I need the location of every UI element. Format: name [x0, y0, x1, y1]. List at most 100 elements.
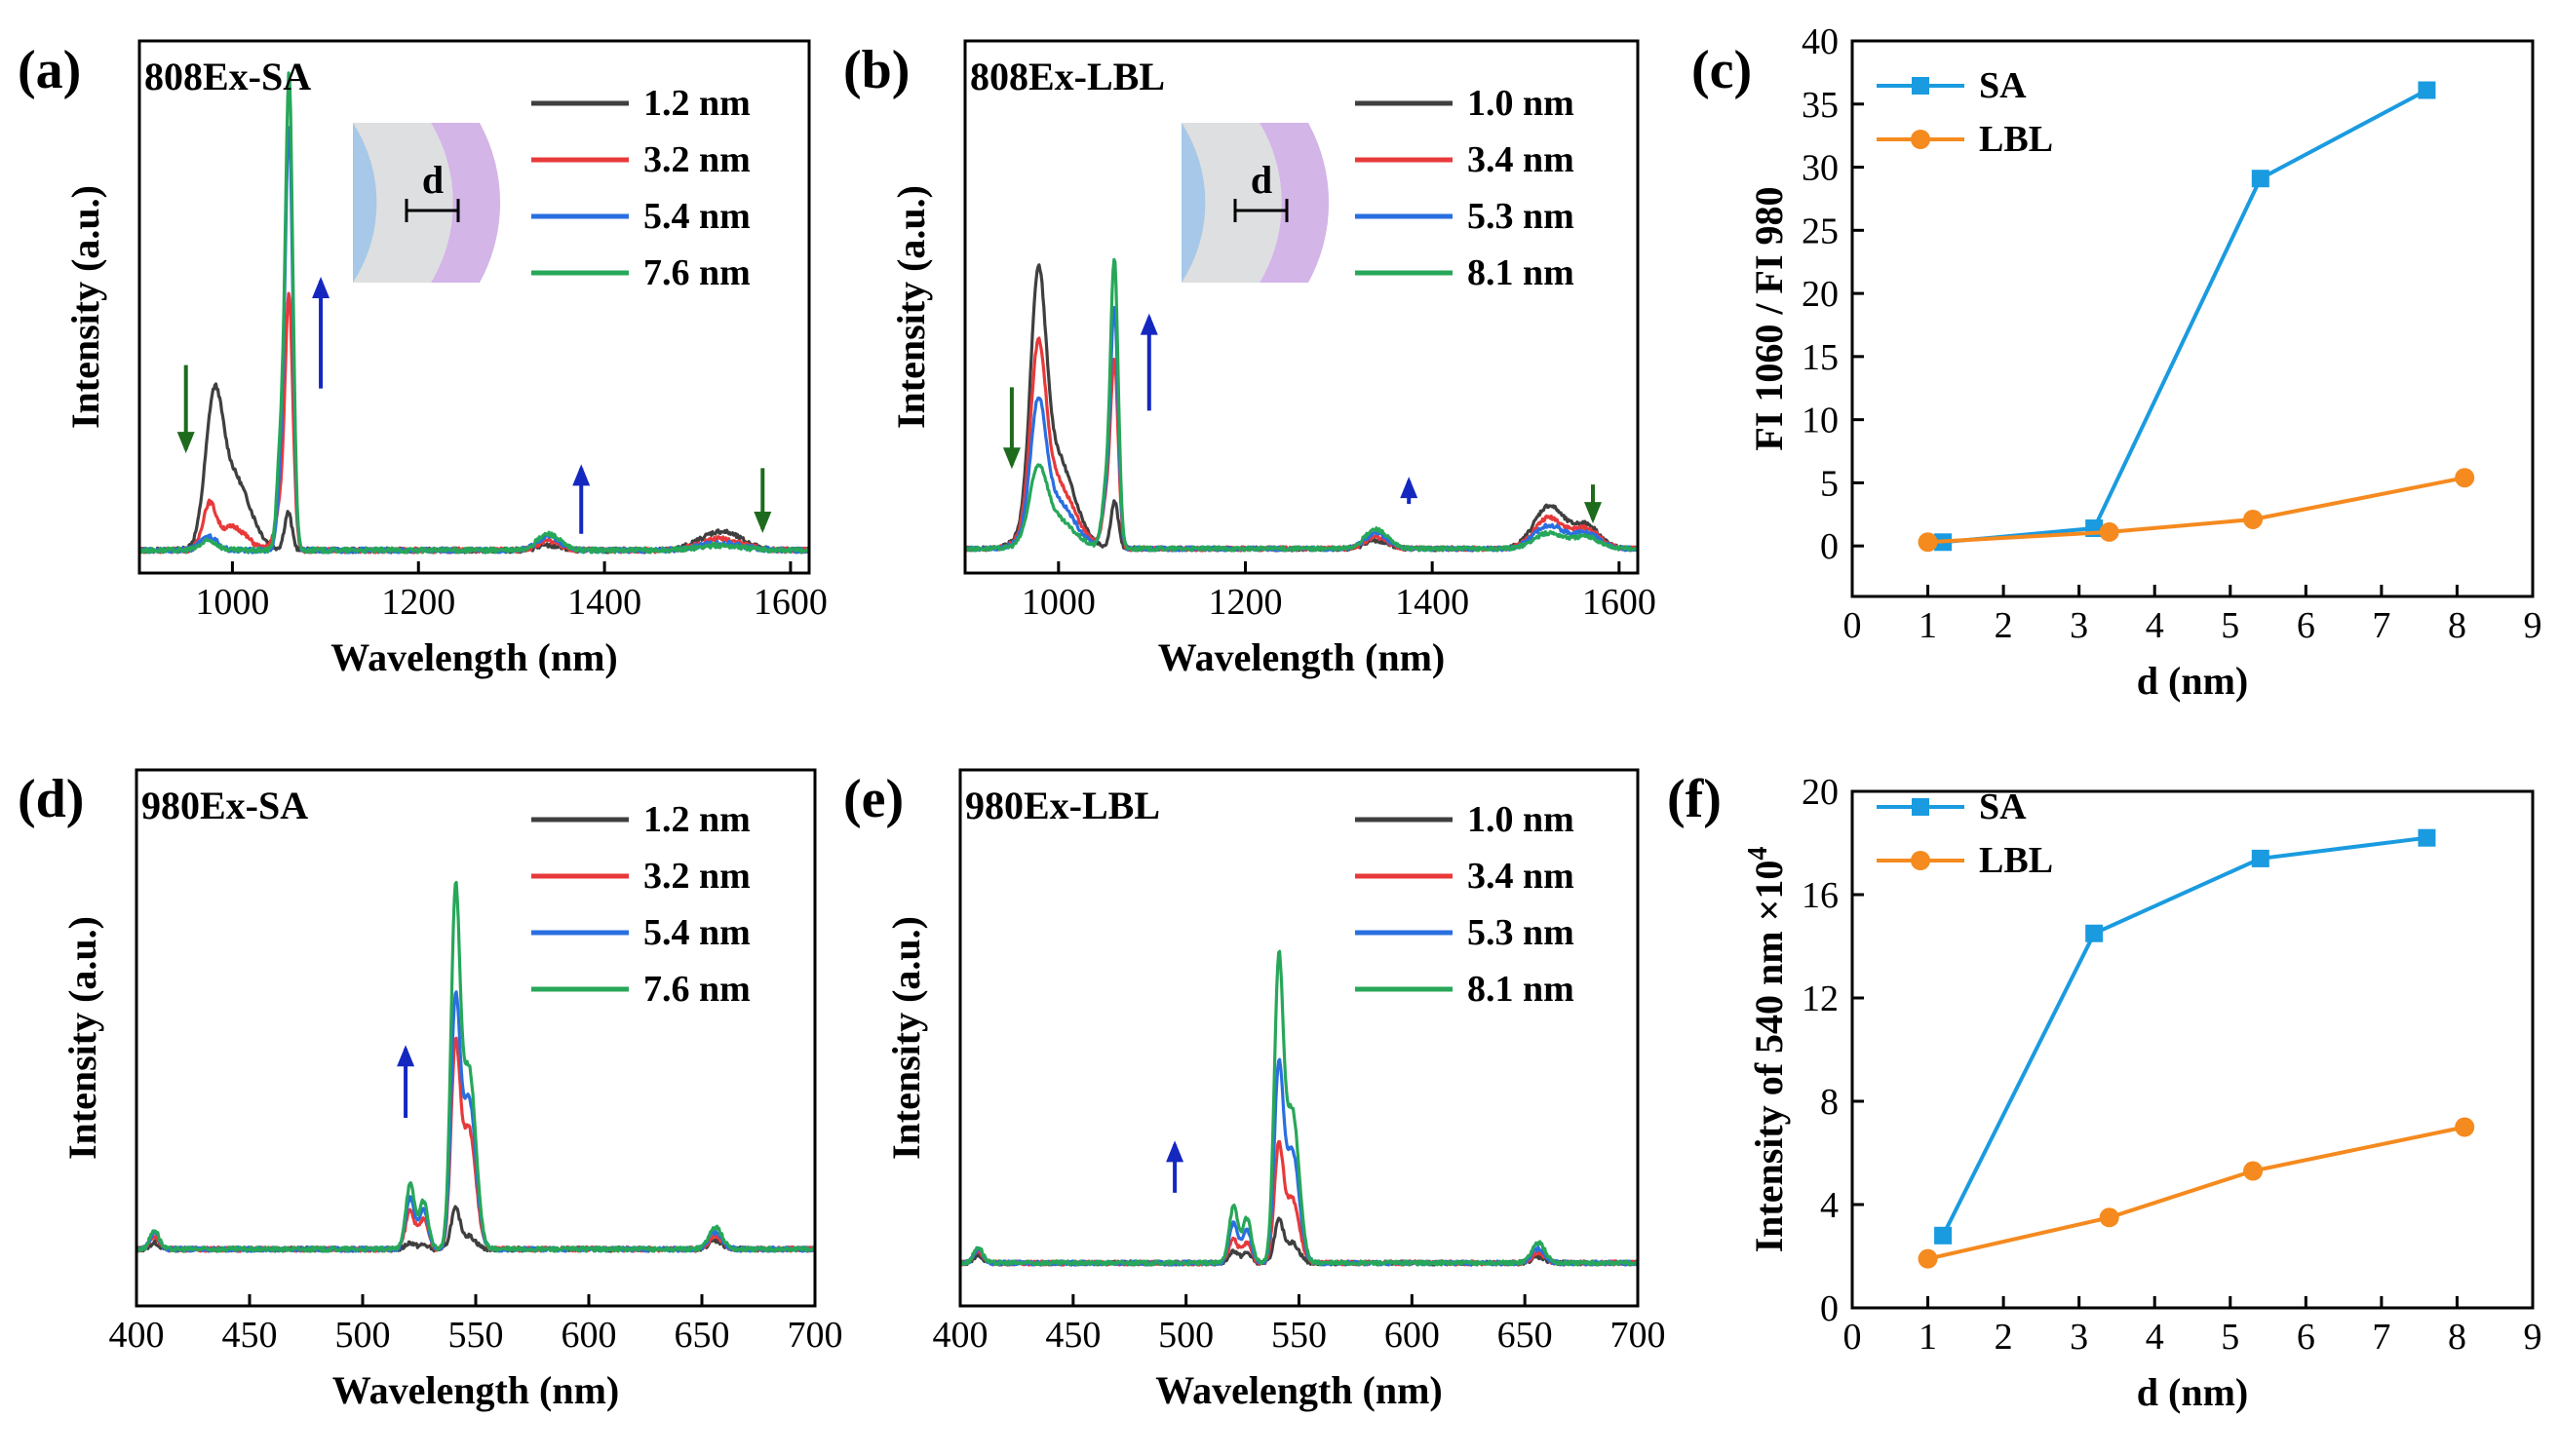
x-tick-label: 9	[2524, 1317, 2542, 1358]
x-tick-label: 3	[2070, 605, 2088, 646]
core-shell-inset: d	[353, 123, 501, 283]
y-tick-label: 40	[1802, 21, 1839, 62]
plot-frame	[1850, 39, 2535, 598]
data-point-circle	[2099, 521, 2119, 542]
data-point-square	[1934, 1226, 1953, 1245]
data-point-circle	[2099, 1207, 2119, 1228]
legend-label: 3.2 nm	[643, 856, 751, 897]
legend-label: 3.4 nm	[1467, 856, 1574, 897]
x-axis-label: Wavelength (nm)	[332, 1368, 619, 1412]
data-point-square	[2251, 170, 2269, 188]
x-tick-label: 400	[109, 1315, 165, 1356]
panel-e: 1.0 nm 3.4 nm 5.3 nm 8.1 nm 400 450 500 550 600 6…	[843, 768, 1666, 1412]
x-tick-label: 1000	[195, 582, 269, 623]
x-tick-label: 8	[2448, 1317, 2466, 1358]
arrow-head	[1584, 502, 1602, 524]
arrow-head	[312, 277, 330, 299]
legend-label: LBL	[1979, 119, 2053, 160]
x-tick-label: 1600	[1582, 582, 1656, 623]
legend-marker	[1911, 851, 1930, 870]
y-tick-label: 12	[1802, 978, 1839, 1019]
x-tick-label: 600	[562, 1315, 617, 1356]
legend-label: 1.0 nm	[1467, 83, 1574, 124]
x-tick-label: 1200	[1209, 582, 1283, 623]
legend-label: 5.3 nm	[1467, 196, 1574, 237]
legend-label: 1.0 nm	[1467, 799, 1574, 840]
arrow-head	[176, 432, 195, 454]
inset-label: d	[1251, 158, 1272, 202]
y-tick-label: 10	[1802, 401, 1839, 441]
series-line	[1927, 1125, 2465, 1261]
legend-marker	[1912, 798, 1929, 816]
x-tick-label: 1400	[1395, 582, 1469, 623]
core-layer	[1182, 123, 1206, 283]
series-line	[138, 291, 811, 555]
data-point-square	[2085, 924, 2104, 942]
x-tick-label: 400	[933, 1315, 989, 1356]
legend-label: 7.6 nm	[643, 969, 751, 1010]
legend-label: SA	[1979, 786, 2027, 827]
x-tick-label: 2	[1995, 605, 2013, 646]
x-tick-label: 5	[2221, 1317, 2239, 1358]
series-line	[1927, 476, 2465, 545]
spacer-layer	[1182, 123, 1282, 283]
x-tick-label: 3	[2070, 1317, 2088, 1358]
plot-frame	[963, 39, 1640, 575]
x-tick-label: 650	[675, 1315, 730, 1356]
x-tick-label: 7	[2372, 1317, 2390, 1358]
series-line	[137, 71, 811, 555]
x-tick-label: 1600	[754, 582, 828, 623]
series-line	[963, 306, 1640, 553]
panel-label: (a)	[18, 40, 81, 100]
x-axis-label: Wavelength (nm)	[1155, 1368, 1442, 1412]
legend-label: 5.3 nm	[1467, 912, 1574, 953]
y-tick-label: 8	[1820, 1082, 1839, 1123]
y-tick-label: 4	[1820, 1185, 1839, 1226]
legend-label: 8.1 nm	[1467, 969, 1574, 1010]
data-point-square	[2418, 828, 2436, 847]
x-tick-label: 700	[788, 1315, 843, 1356]
series-line	[963, 257, 1640, 553]
x-axis-label: d (nm)	[2137, 659, 2248, 703]
legend-marker	[1911, 130, 1930, 149]
y-tick-label: 0	[1820, 1288, 1839, 1329]
data-point-circle	[1918, 1248, 1938, 1269]
x-tick-label: 650	[1497, 1315, 1553, 1356]
arrow-head	[397, 1045, 415, 1067]
y-tick-label: 35	[1802, 85, 1839, 126]
panel-b: d 1.0 nm 3.4 nm 5.3 nm 8.1 nm 1000 1200 1400 160…	[843, 39, 1656, 679]
core-shell-inset: d	[1182, 123, 1330, 283]
y-axis-label: Intensity (a.u.)	[60, 916, 104, 1160]
x-axis-label: Wavelength (nm)	[330, 635, 617, 679]
data-point-square	[2251, 849, 2269, 867]
x-tick-label: 4	[2146, 605, 2164, 646]
x-tick-label: 700	[1610, 1315, 1666, 1356]
y-axis-label: FI 1060 / FI 980	[1747, 186, 1791, 450]
legend-label: 1.2 nm	[643, 799, 751, 840]
x-tick-label: 6	[2297, 1317, 2315, 1358]
panel-label: (f)	[1667, 769, 1722, 829]
panel-label: (e)	[843, 769, 904, 829]
x-tick-label: 550	[448, 1315, 504, 1356]
x-tick-label: 0	[1843, 1317, 1862, 1358]
data-point-circle	[1918, 532, 1938, 553]
panel-d: 1.2 nm 3.2 nm 5.4 nm 7.6 nm 400 450 500 550 600 6…	[18, 768, 843, 1412]
y-axis-label: Intensity (a.u.)	[63, 185, 107, 429]
x-tick-label: 500	[1158, 1315, 1214, 1356]
legend-label: 5.4 nm	[643, 912, 751, 953]
series-line	[138, 382, 811, 555]
spacer-layer	[353, 123, 453, 283]
y-tick-label: 5	[1820, 463, 1839, 504]
panel-c: SA LBL 0 1 2 3 4 5 6 7 8 9 0 5 10 15 20 25 30 35 40 (c) d (nm)…	[1691, 21, 2542, 703]
panel-title: 808Ex-LBL	[970, 55, 1165, 98]
arrow-head	[1400, 477, 1418, 499]
y-axis-label: Intensity (a.u.)	[889, 185, 933, 429]
y-tick-label: 16	[1802, 875, 1839, 916]
y-tick-label: 0	[1820, 526, 1839, 567]
plot-frame	[135, 768, 817, 1308]
y-axis-label: Intensity of 540 nm ×104	[1743, 847, 1791, 1253]
panel-title: 980Ex-LBL	[965, 784, 1160, 827]
data-point-circle	[2455, 1117, 2475, 1137]
x-tick-label: 9	[2524, 605, 2542, 646]
shell-layer	[1260, 123, 1330, 283]
